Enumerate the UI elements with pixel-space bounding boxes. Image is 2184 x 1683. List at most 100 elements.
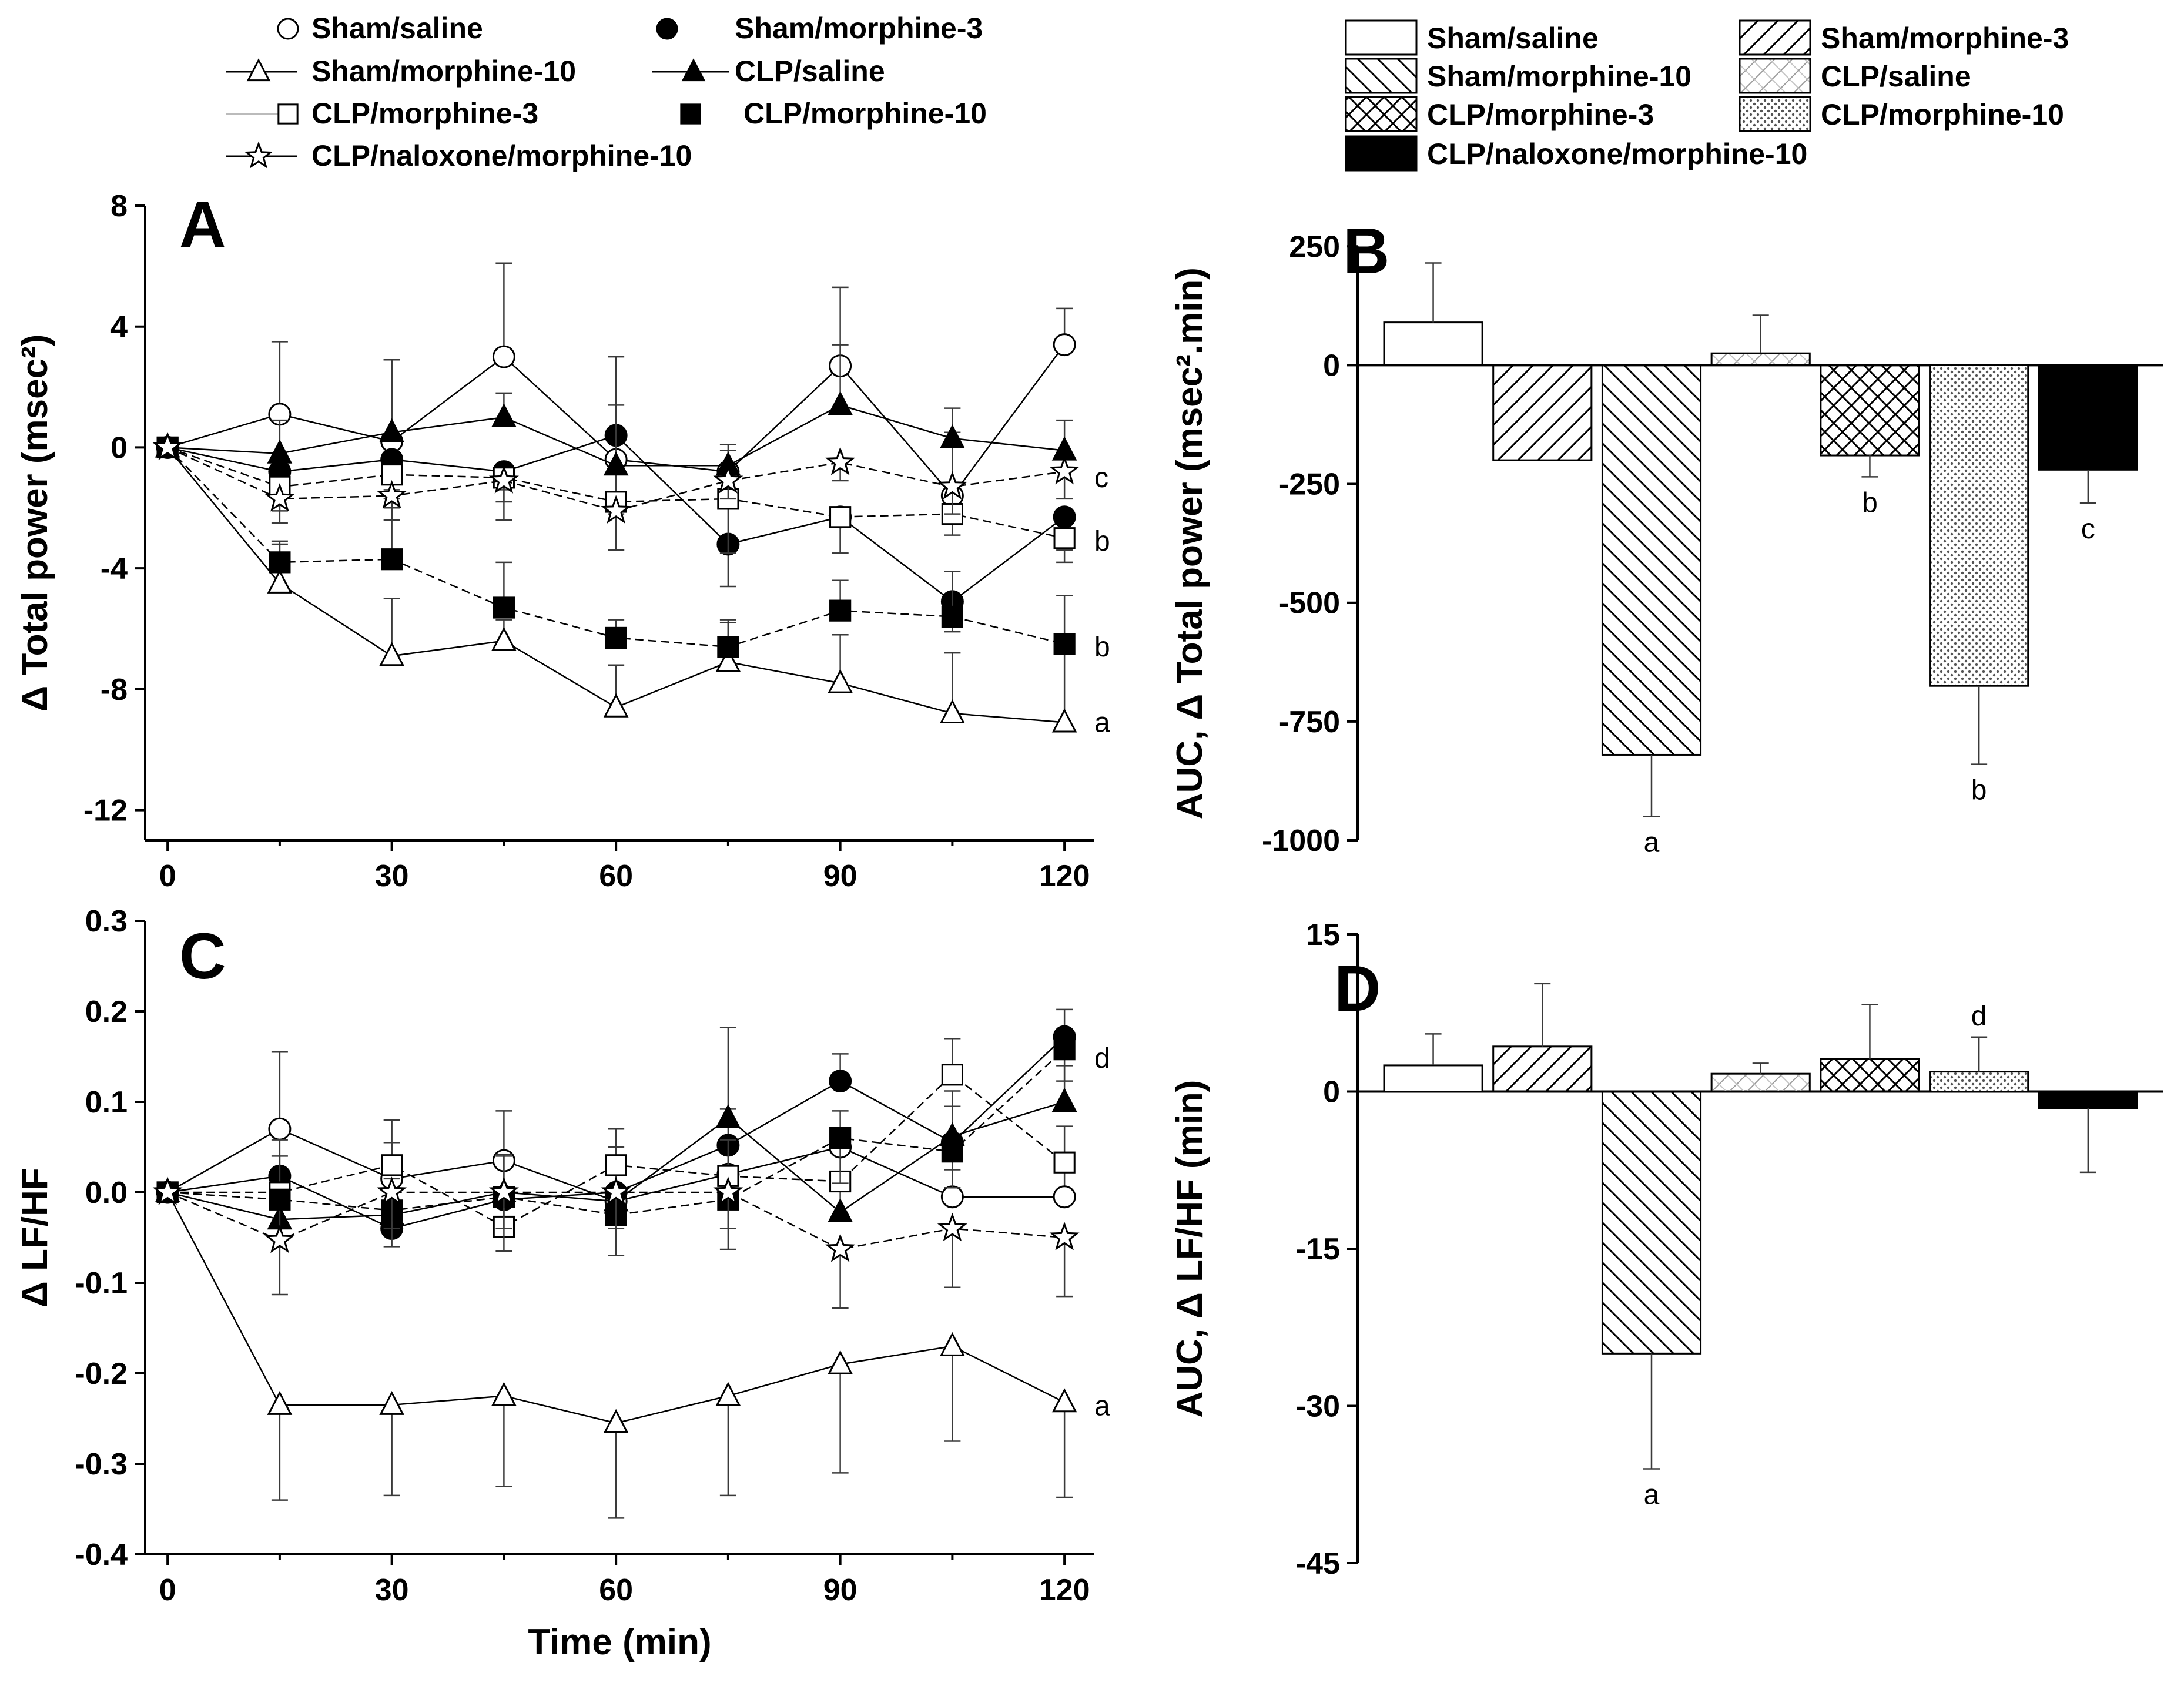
y-tick-label: 0.2	[85, 995, 128, 1029]
y-tick-label: -15	[1296, 1232, 1340, 1266]
data-point	[152, 431, 183, 461]
y-tick-label: -0.4	[75, 1538, 128, 1572]
x-tick-label: 60	[599, 859, 633, 893]
x-tick-label: 0	[159, 859, 176, 893]
data-point	[1053, 1185, 1076, 1209]
bar-clp-morphine-10	[1929, 1071, 2029, 1093]
legend-left-entry-clp-naloxone-morphine-10: CLP/naloxone/morphine-10	[226, 139, 692, 172]
y-tick-label: 0.1	[85, 1085, 128, 1119]
significance-label: a	[1644, 827, 1660, 859]
bar-clp-naloxone-morphine-10	[2038, 364, 2138, 471]
bar-clp-saline	[1710, 1072, 1811, 1093]
y-tick-label: 8	[110, 189, 128, 223]
y-tick-label: 0	[1323, 348, 1340, 383]
bar-sham-morphine-10	[1601, 1091, 1702, 1355]
series-line	[168, 1048, 1065, 1216]
y-tick-label: -750	[1279, 705, 1340, 739]
data-point	[937, 1212, 967, 1242]
data-point	[493, 596, 515, 619]
series-line	[167, 447, 1065, 512]
legend-right-entry-sham-morphine-10: Sham/morphine-10	[1345, 58, 1691, 94]
legend-left-label: Sham/morphine-3	[735, 12, 983, 45]
panel-a-line-chart: 8 4 0 -4 -8 -12 0 30 60 90 120 Δ Total power (msec²…	[15, 189, 1110, 893]
data-point	[825, 447, 856, 475]
data-point	[491, 403, 517, 428]
data-point	[603, 451, 629, 476]
data-point	[269, 551, 291, 574]
y-tick-label: -250	[1279, 468, 1340, 502]
data-point	[1053, 1151, 1076, 1174]
data-point	[1051, 708, 1077, 733]
legend-right-label: Sham/saline	[1427, 22, 1599, 55]
y-tick-label: -1000	[1262, 824, 1340, 858]
data-point	[1051, 1388, 1077, 1413]
data-point	[269, 1188, 291, 1211]
y-tick-label: 250	[1289, 230, 1340, 264]
y-tick-label: -4	[101, 552, 128, 586]
y-tick-label: 15	[1306, 918, 1340, 952]
data-point	[601, 495, 631, 524]
data-point	[264, 1224, 295, 1253]
panel-letter: A	[179, 189, 226, 261]
legend-right: Sham/saline Sham/morphine-3 Sham/morphine-…	[1345, 19, 2069, 172]
data-point	[1053, 633, 1076, 655]
significance-label: c	[2081, 514, 2095, 545]
legend-left-entry-clp-saline: CLP/saline	[652, 55, 885, 88]
series-sham-morphine-10	[155, 1178, 1077, 1519]
data-point	[937, 471, 967, 500]
data-point	[828, 1198, 853, 1222]
legend-marker-icon	[244, 141, 273, 169]
bar-clp-saline	[1710, 352, 1811, 366]
data-point	[381, 1154, 403, 1176]
data-point	[1049, 1222, 1080, 1250]
series-clp-naloxone-morphine-10	[152, 1176, 1080, 1309]
data-point	[605, 1154, 627, 1176]
data-point	[717, 636, 739, 658]
data-point	[715, 648, 741, 672]
panel-letter: B	[1343, 215, 1389, 287]
legend-right-entry-clp-saline: CLP/saline	[1739, 58, 1971, 94]
significance-label: d	[1094, 1043, 1110, 1074]
data-point	[1053, 1038, 1076, 1061]
legend-swatch-icon	[1739, 19, 1811, 56]
data-point	[940, 1332, 965, 1356]
legend-left-entry-sham-saline: Sham/saline	[277, 12, 483, 45]
data-point	[491, 626, 517, 651]
significance-label: b	[1094, 526, 1110, 557]
x-tick-label: 30	[375, 1573, 409, 1607]
significance-label: a	[1094, 1390, 1110, 1422]
y-tick-label: -500	[1279, 586, 1340, 621]
data-point	[940, 699, 965, 724]
data-point	[491, 1382, 517, 1406]
panel-c-line-chart: 0.3 0.2 0.1 0.0 -0.1 -0.2 -0.3 -0.4 0 30 60 90 120 Δ …	[15, 904, 1110, 1662]
data-point	[379, 418, 405, 442]
panel-letter: C	[179, 920, 226, 993]
y-tick-label: -0.1	[75, 1266, 128, 1300]
data-point	[828, 1350, 853, 1374]
x-axis-title: Time (min)	[528, 1622, 711, 1662]
y-tick-label: -30	[1296, 1390, 1340, 1424]
legend-swatch-icon	[1345, 96, 1418, 132]
significance-label: a	[1644, 1480, 1660, 1511]
legend-swatch-icon	[1345, 58, 1418, 94]
legend-right-entry-clp-morphine-10: CLP/morphine-10	[1739, 96, 2064, 132]
significance-label: b	[1971, 775, 1987, 806]
legend-right-label: CLP/morphine-10	[1821, 98, 2064, 131]
y-tick-label: -8	[101, 673, 128, 707]
data-point	[829, 1127, 852, 1149]
legend-left-entry-sham-morphine-3: Sham/morphine-3	[656, 12, 983, 45]
series-sham-morphine-10	[155, 433, 1077, 733]
legend-marker-icon	[656, 18, 678, 40]
data-point	[940, 424, 965, 449]
data-point	[268, 1117, 292, 1141]
y-axis-title: AUC, Δ LF/HF (min)	[1170, 1080, 1210, 1418]
legend-left: Sham/saline Sham/morphine-3 Sham/morphine-…	[226, 12, 987, 172]
x-tick-label: 0	[159, 1573, 176, 1607]
panel-letter: D	[1334, 953, 1381, 1025]
legend-marker-icon	[246, 58, 271, 82]
data-point	[267, 569, 293, 594]
legend-swatch-icon	[1739, 96, 1811, 132]
data-point	[715, 1382, 741, 1406]
legend-right-entry-clp-naloxone-morphine-10: CLP/naloxone/morphine-10	[1345, 135, 1807, 172]
